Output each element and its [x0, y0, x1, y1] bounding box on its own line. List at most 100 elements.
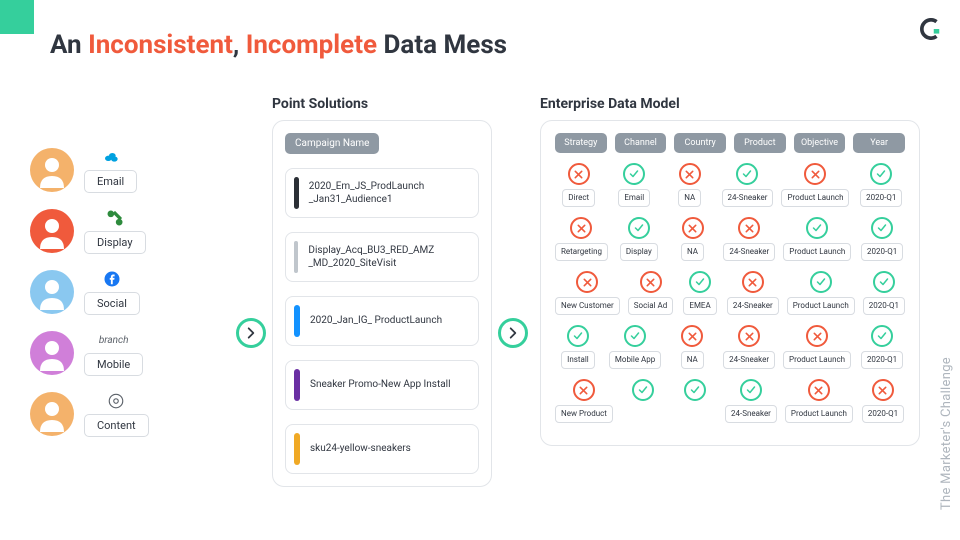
channel-label: Email: [84, 170, 137, 193]
avatar-icon: [30, 331, 74, 375]
campaign-text: 2020_Jan_IG_ ProductLaunch: [310, 314, 442, 328]
edm-data-row: Direct Email NA 24-Sneaker Product Launc…: [555, 163, 905, 207]
edm-cell: NA: [669, 325, 715, 369]
edm-cell-label: EMEA: [683, 297, 716, 315]
color-bar: [294, 433, 300, 465]
point-solutions-title: Point Solutions: [272, 96, 492, 112]
edm-cell: Social Ad: [628, 271, 673, 315]
x-icon: [679, 163, 701, 185]
x-icon: [806, 325, 828, 347]
edm-cell: [621, 379, 665, 423]
edm-cell: 2020-Q1: [857, 163, 905, 207]
x-icon: [738, 217, 760, 239]
avatar-icon: [30, 209, 74, 253]
section-label: The Marketer's Challenge: [939, 357, 954, 510]
edm-cell-label: 2020-Q1: [862, 405, 904, 423]
edm-cell: 24-Sneaker: [723, 217, 775, 261]
edm-column-header: Objective: [794, 133, 846, 153]
edm-cell: New Customer: [555, 271, 620, 315]
edm-cell-label: NA: [678, 189, 701, 207]
check-icon: [624, 325, 646, 347]
edm-title: Enterprise Data Model: [540, 96, 920, 112]
color-bar: [294, 305, 300, 337]
x-icon: [573, 379, 595, 401]
check-icon: [567, 325, 589, 347]
chevron-right-icon: [236, 318, 266, 348]
check-icon: [873, 271, 895, 293]
edm-cell: 24-Sneaker: [722, 163, 774, 207]
check-icon: [632, 379, 654, 401]
enterprise-data-model-column: Enterprise Data Model StrategyChannelCou…: [540, 96, 920, 446]
edm-cell: [673, 379, 717, 423]
edm-data-row: New Product 24-Sneaker Product Launch 20…: [555, 379, 905, 423]
edm-cell-label: Product Launch: [783, 243, 851, 261]
edm-cell-label: Install: [561, 351, 595, 369]
edm-cell: Retargeting: [555, 217, 608, 261]
x-icon: [681, 325, 703, 347]
branch-icon: branch: [103, 329, 125, 351]
x-icon: [640, 271, 662, 293]
edm-cell-label: 24-Sneaker: [727, 297, 779, 315]
check-icon: [871, 217, 893, 239]
campaign-row: 2020_Jan_IG_ ProductLaunch: [285, 296, 479, 346]
edm-cell: EMEA: [681, 271, 719, 315]
x-icon: [742, 271, 764, 293]
edm-cell-label: 24-Sneaker: [725, 405, 777, 423]
edm-cell: Product Launch: [787, 271, 855, 315]
edm-cell: Install: [555, 325, 601, 369]
x-icon: [682, 217, 704, 239]
edm-cell-label: Mobile App: [609, 351, 661, 369]
edm-column-header: Product: [734, 133, 786, 153]
edm-column-header: Channel: [615, 133, 667, 153]
edm-data-row: Install Mobile App NA 24-Sneaker Product…: [555, 325, 905, 369]
check-icon: [810, 271, 832, 293]
edm-cell-label: Product Launch: [783, 351, 851, 369]
check-icon: [628, 217, 650, 239]
edm-cell-label: Product Launch: [787, 297, 855, 315]
edm-cell: 24-Sneaker: [725, 379, 777, 423]
edm-cell-label: [690, 405, 700, 423]
edm-cell: Product Launch: [783, 217, 851, 261]
campaign-text: 2020_Em_JS_ProdLaunch _Jan31_Audience1: [309, 180, 468, 207]
edm-cell-label: NA: [681, 351, 704, 369]
edm-cell: 2020-Q1: [861, 379, 905, 423]
edm-cell-label: Product Launch: [785, 405, 853, 423]
avatar-icon: [30, 392, 74, 436]
campaign-row: sku24-yellow-sneakers: [285, 424, 479, 474]
campaign-text: sku24-yellow-sneakers: [310, 442, 411, 456]
edm-cell-label: NA: [681, 243, 704, 261]
salesforce-icon: [100, 146, 122, 168]
slide-title: An Inconsistent, Incomplete Data Mess: [50, 30, 507, 60]
x-icon: [872, 379, 894, 401]
channel-label: Content: [84, 414, 149, 437]
edm-cell: 2020-Q1: [859, 325, 905, 369]
check-icon: [806, 217, 828, 239]
check-icon: [870, 163, 892, 185]
circle-icon: [105, 390, 127, 412]
edm-cell-label: 24-Sneaker: [723, 243, 775, 261]
brand-logo-icon: [920, 18, 942, 40]
edm-cell-label: [638, 405, 648, 423]
edm-cell: Mobile App: [609, 325, 661, 369]
edm-header-row: StrategyChannelCountryProductObjectiveYe…: [555, 133, 905, 153]
check-icon: [736, 163, 758, 185]
edm-cell: NA: [666, 163, 714, 207]
x-icon: [804, 163, 826, 185]
channel-label: Display: [84, 231, 146, 254]
edm-cell-label: New Customer: [555, 297, 620, 315]
persona-row: Display: [30, 207, 230, 254]
x-icon: [568, 163, 590, 185]
edm-data-row: New Customer Social Ad EMEA 24-Sneaker P…: [555, 271, 905, 315]
chevron-right-icon: [498, 318, 528, 348]
avatar-icon: [30, 270, 74, 314]
x-icon: [576, 271, 598, 293]
persona-row: branch Mobile: [30, 329, 230, 376]
campaign-row: Sneaker Promo-New App Install: [285, 360, 479, 410]
dv360-icon: [104, 207, 126, 229]
edm-column-header: Strategy: [555, 133, 607, 153]
edm-cell: Product Launch: [781, 163, 849, 207]
edm-cell-label: 2020-Q1: [863, 297, 905, 315]
campaign-text: Sneaker Promo-New App Install: [310, 378, 451, 392]
persona-row: Content: [30, 390, 230, 437]
edm-cell: New Product: [555, 379, 613, 423]
